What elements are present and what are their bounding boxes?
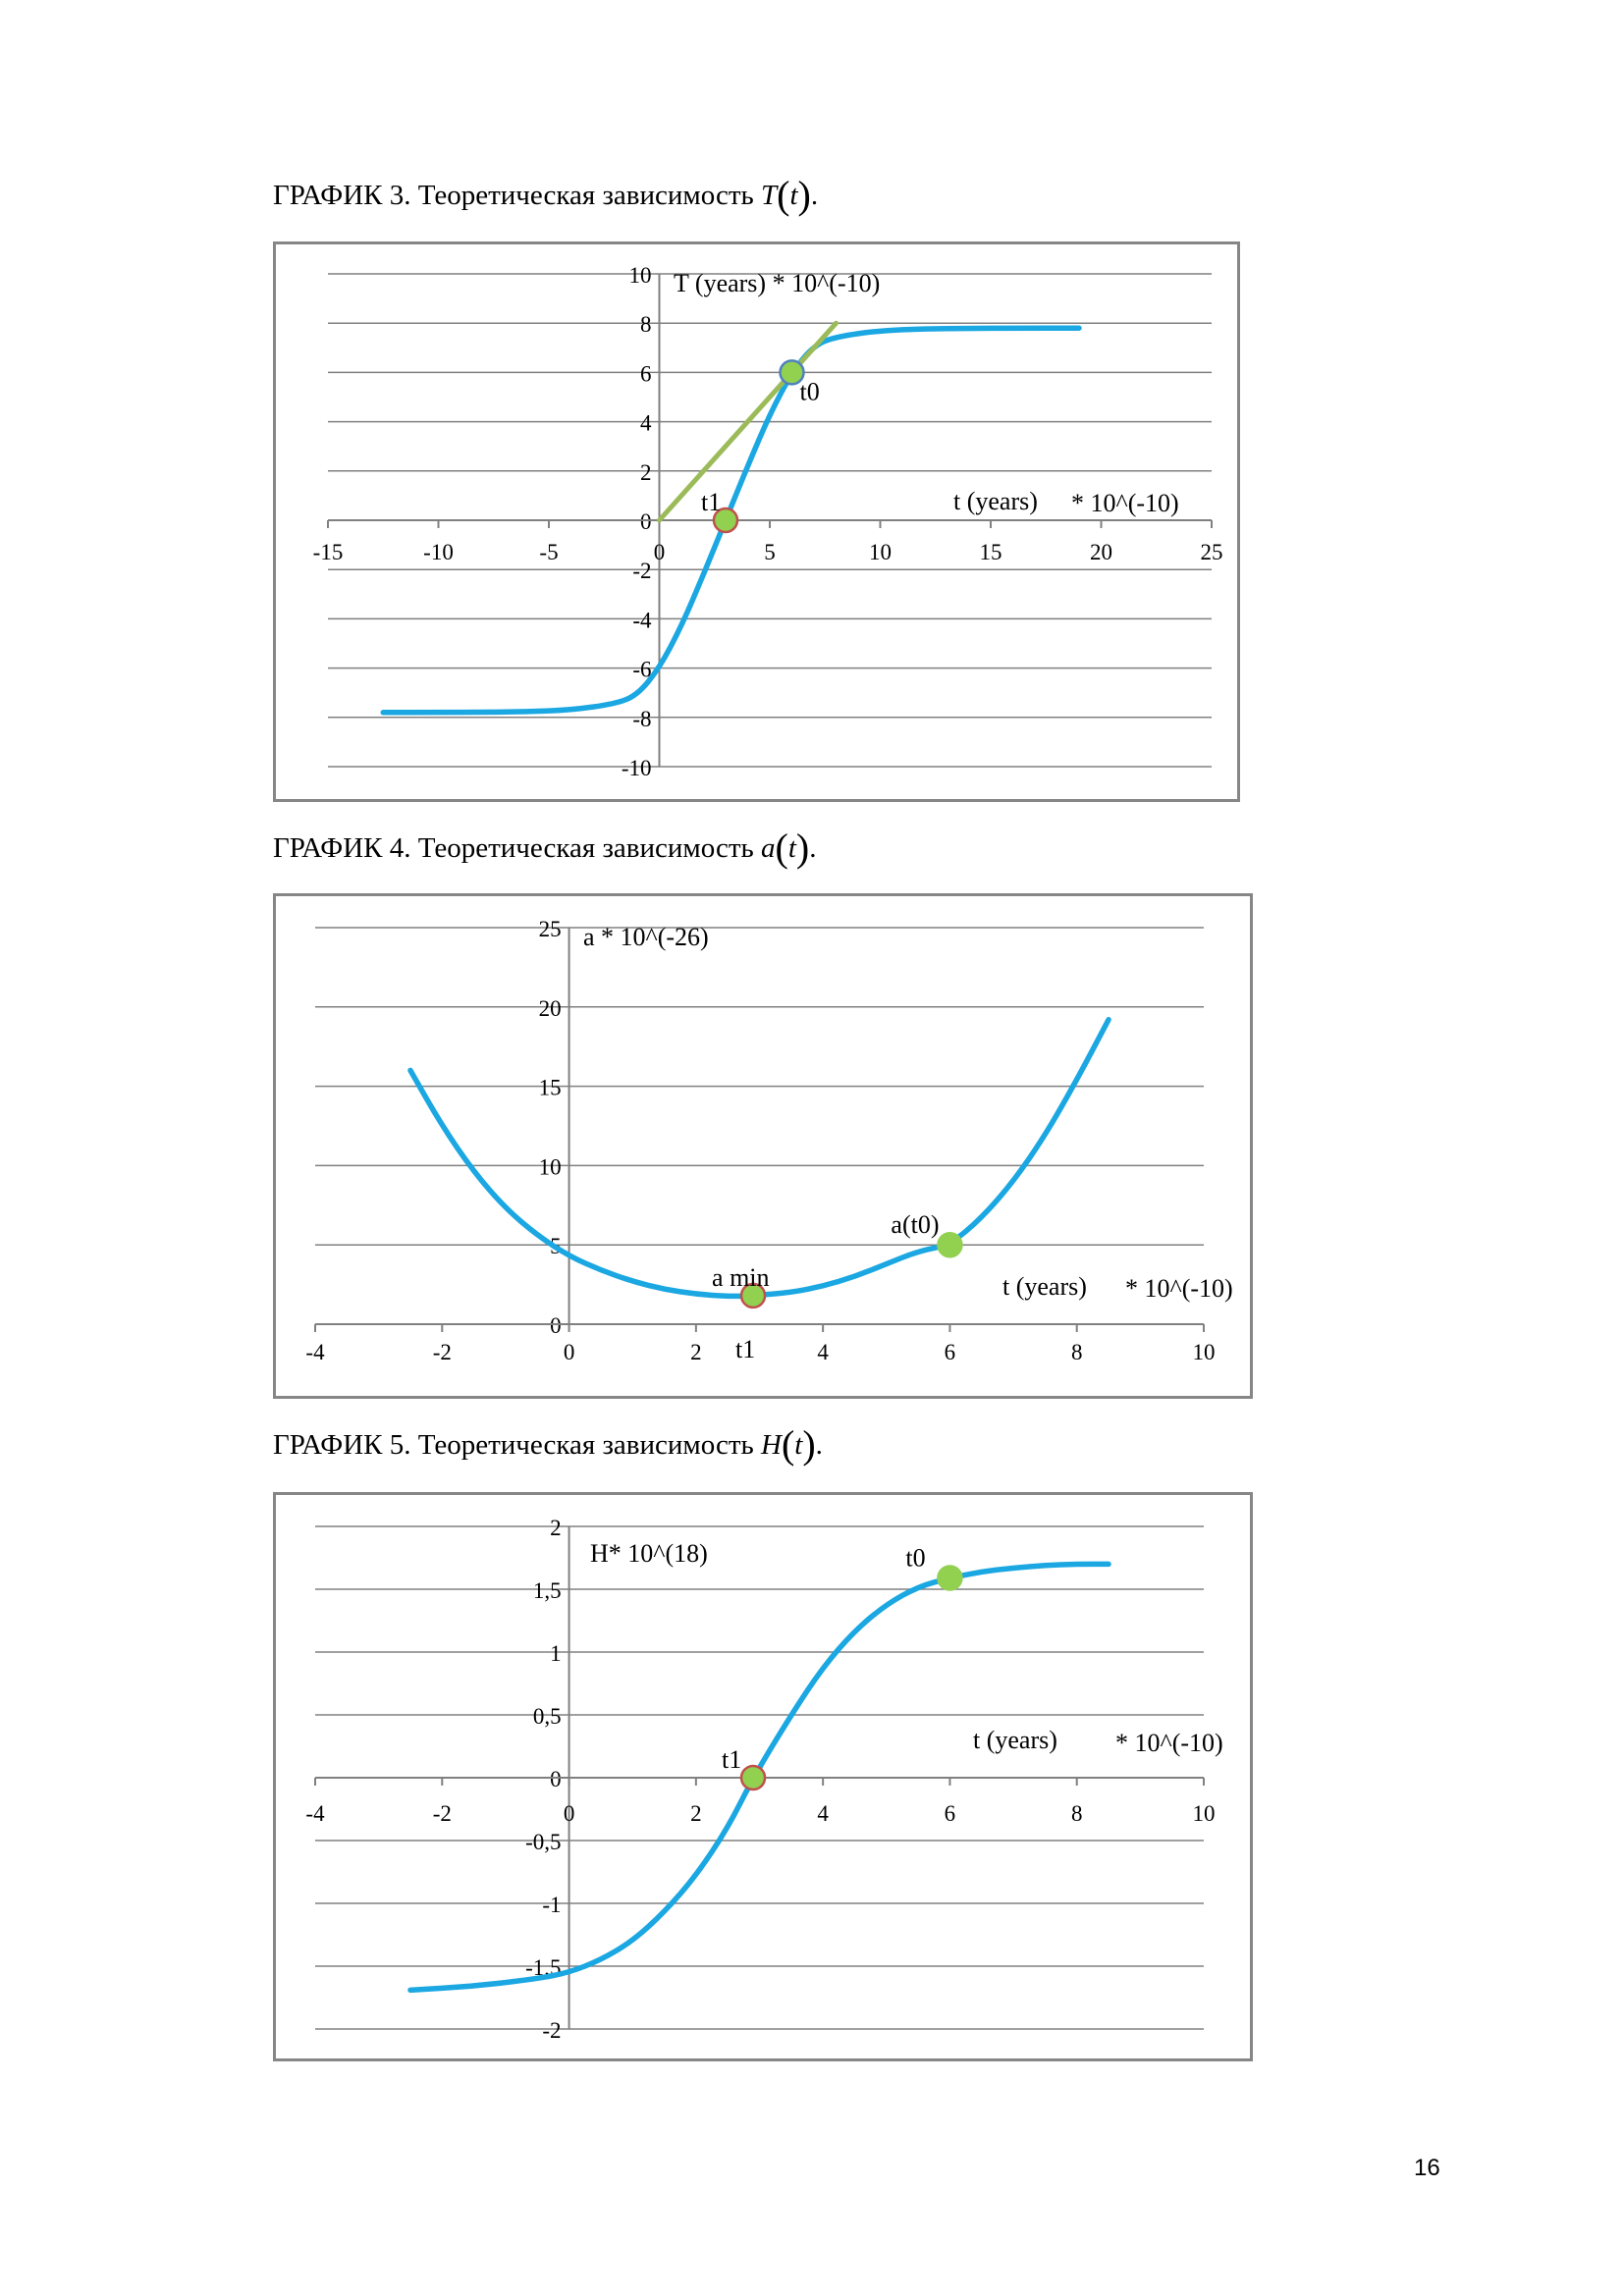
y-tick-label: -2 — [632, 559, 651, 583]
x-tick-label: -4 — [305, 1801, 325, 1826]
x-tick-label: 0 — [564, 1801, 575, 1826]
y-tick-label: 10 — [629, 263, 652, 288]
point-label: t0 — [800, 377, 820, 405]
x-tick-label: 10 — [1193, 1801, 1216, 1826]
chart-5-caption: ГРАФИК 5. Теоретическая зависимость H(t)… — [273, 1422, 823, 1467]
x-axis-label: t (years) — [953, 487, 1038, 515]
x-tick-label: -5 — [539, 540, 558, 564]
data-point — [712, 507, 739, 534]
caption-text: ГРАФИК 4. Теоретическая зависимость — [273, 832, 754, 864]
chart-4-frame: 25 20 15 10 5 0 -4 -2 0 2 4 6 8 10 a * 10^(-26) t (year… — [273, 893, 1253, 1399]
tangent-line — [657, 320, 839, 523]
x-tick-label: 4 — [817, 1801, 829, 1826]
y-tick-label: 0,5 — [533, 1704, 562, 1729]
caption-variable: H — [760, 1429, 782, 1461]
y-tick-label: -8 — [632, 707, 651, 731]
x-tick-label: 6 — [945, 1340, 956, 1364]
y-tick-label: 0 — [550, 1767, 562, 1791]
x-tick-label: 20 — [1090, 540, 1112, 564]
data-point — [739, 1764, 767, 1791]
y-tick-label: -4 — [632, 608, 652, 632]
point-label: t1 — [722, 1745, 741, 1774]
data-curve — [407, 1016, 1111, 1300]
x-tick-label: 10 — [869, 540, 892, 564]
y-tick-label: 1 — [550, 1641, 562, 1666]
point-label: a(t0) — [891, 1210, 939, 1239]
y-tick-label: 2 — [550, 1516, 562, 1540]
x-tick-label: 15 — [980, 540, 1002, 564]
y-tick-label: 6 — [640, 361, 652, 386]
x-tick-label: -4 — [305, 1340, 325, 1364]
chart-3-frame: 10 8 6 4 2 0 -2 -4 -6 -8 -10 -15 -10 -5 0 5 10 15 20 25 T (y… — [273, 241, 1240, 802]
point-label: t1 — [701, 488, 721, 516]
x-tick-label: -2 — [433, 1801, 452, 1826]
chart-4-caption: ГРАФИК 4. Теоретическая зависимость a(t)… — [273, 826, 817, 870]
y-tick-label: -1 — [542, 1893, 561, 1917]
x-axis-label: t (years) — [1002, 1272, 1087, 1301]
y-tick-label: 25 — [539, 917, 562, 941]
x-tick-label: -10 — [423, 540, 454, 564]
x-tick-label: 8 — [1071, 1801, 1083, 1826]
y-tick-label: 10 — [539, 1154, 562, 1179]
y-tick-label: 1,5 — [533, 1578, 562, 1603]
x-tick-label: 6 — [945, 1801, 956, 1826]
caption-text: ГРАФИК 5. Теоретическая зависимость — [273, 1429, 754, 1461]
x-tick-label: 0 — [564, 1340, 575, 1364]
caption-text: ГРАФИК 3. Теоретическая зависимость — [273, 180, 754, 211]
caption-suffix: . — [810, 180, 819, 211]
point-label: a min — [712, 1263, 770, 1292]
caption-argument: t — [794, 1429, 803, 1461]
x-tick-label: 4 — [817, 1340, 829, 1364]
caption-argument: t — [787, 832, 796, 864]
y-tick-label: 0 — [640, 509, 652, 534]
x-tick-label: 8 — [1071, 1340, 1083, 1364]
data-point — [937, 1565, 963, 1591]
data-point — [779, 359, 805, 386]
data-curve — [407, 1561, 1111, 1994]
x-tick-label: 2 — [690, 1801, 702, 1826]
chart-5: 21,510,50-0,5-1-1,5-2-4 -2 0 2 4 6 8 10H* 10^(1… — [305, 1516, 1223, 2043]
x-axis-label: * 10^(-10) — [1071, 489, 1179, 517]
x-axis-label: t (years) — [973, 1726, 1057, 1754]
x-tick-label: 0 — [654, 540, 666, 564]
data-point — [739, 1282, 767, 1309]
y-axis-label: H* 10^(18) — [590, 1539, 708, 1568]
data-curve — [380, 325, 1082, 716]
data-point — [937, 1231, 963, 1258]
y-axis-label: a * 10^(-26) — [583, 923, 709, 951]
y-tick-label: 4 — [640, 411, 652, 436]
x-tick-label: 10 — [1193, 1340, 1216, 1364]
chart-3-caption: ГРАФИК 3. Теоретическая зависимость T(t)… — [273, 173, 819, 217]
y-tick-label: 8 — [640, 312, 652, 337]
x-tick-label: 25 — [1201, 540, 1223, 564]
x-tick-label: -15 — [313, 540, 344, 564]
y-tick-label: -10 — [622, 756, 652, 780]
caption-suffix: . — [815, 1429, 823, 1461]
caption-variable: T — [760, 180, 778, 211]
caption-suffix: . — [809, 832, 817, 864]
y-tick-label: 2 — [640, 460, 652, 485]
x-tick-label: 2 — [690, 1340, 702, 1364]
y-tick-label: 20 — [539, 996, 562, 1021]
y-tick-label: -0,5 — [525, 1830, 561, 1854]
page-number: 16 — [1414, 2155, 1440, 2181]
y-tick-label: 0 — [550, 1313, 562, 1338]
caption-variable: a — [760, 832, 776, 864]
caption-argument: t — [789, 180, 798, 211]
y-tick-label: 15 — [539, 1076, 562, 1100]
y-axis-label: T (years) * 10^(-10) — [674, 269, 880, 297]
chart-5-frame: 2 1,5 1 0,5 0 -0,5 -1 -1,5 -2 -4 -2 0 2 4 6 8 10 H* 10^(1… — [273, 1492, 1253, 2061]
point-label: t0 — [905, 1543, 925, 1572]
x-axis-label: * 10^(-10) — [1115, 1729, 1223, 1757]
y-tick-label: -6 — [632, 658, 651, 682]
annotation-label: t1 — [735, 1335, 755, 1363]
x-tick-label: 5 — [764, 540, 776, 564]
y-tick-label: -2 — [542, 2018, 561, 2043]
x-axis-label: * 10^(-10) — [1125, 1274, 1233, 1303]
x-tick-label: -2 — [433, 1340, 452, 1364]
